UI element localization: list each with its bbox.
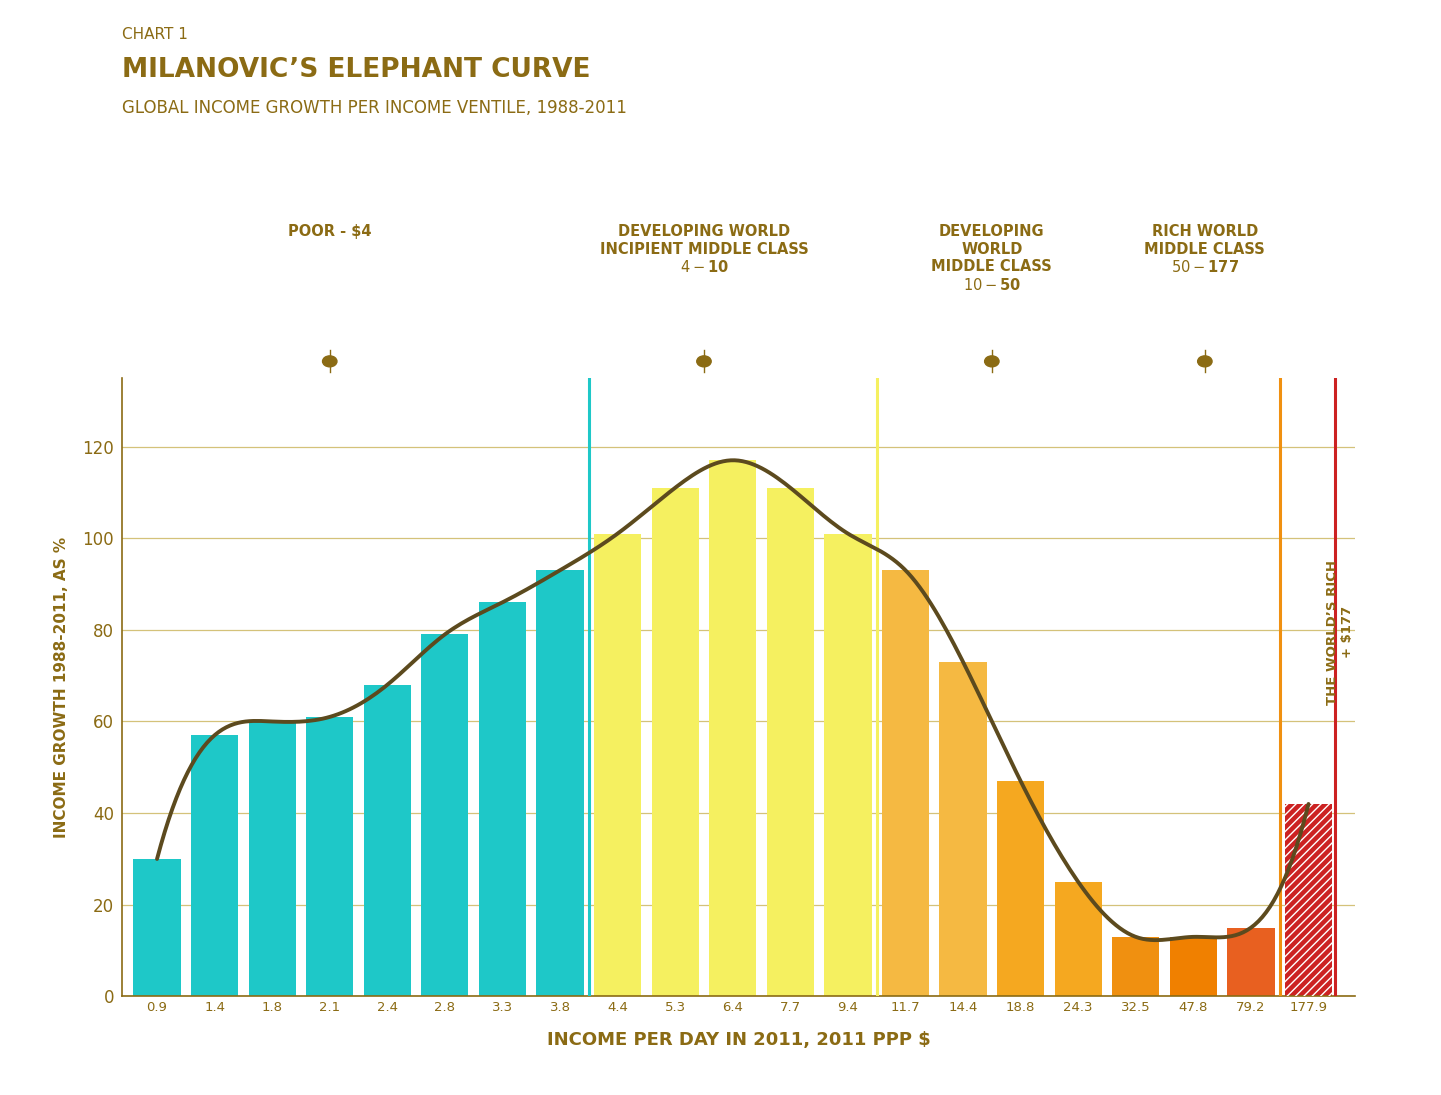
Bar [1285, 804, 1331, 996]
Bar [305, 717, 353, 996]
Bar [421, 634, 468, 996]
Y-axis label: INCOME GROWTH 1988-2011, AS %: INCOME GROWTH 1988-2011, AS % [53, 537, 69, 838]
Bar [1112, 937, 1160, 996]
Bar [767, 487, 814, 996]
Bar [997, 781, 1045, 996]
Bar [192, 735, 238, 996]
Text: POOR - $4: POOR - $4 [288, 224, 372, 240]
Bar [1228, 927, 1274, 996]
Text: DEVELOPING WORLD
INCIPIENT MIDDLE CLASS
$4 - $10: DEVELOPING WORLD INCIPIENT MIDDLE CLASS … [599, 224, 808, 276]
Bar [1285, 804, 1331, 996]
Bar [940, 661, 987, 996]
Text: GLOBAL INCOME GROWTH PER INCOME VENTILE, 1988-2011: GLOBAL INCOME GROWTH PER INCOME VENTILE,… [122, 99, 627, 116]
Text: MILANOVIC’S ELEPHANT CURVE: MILANOVIC’S ELEPHANT CURVE [122, 57, 591, 83]
Bar [824, 533, 872, 996]
Bar [478, 602, 526, 996]
Text: DEVELOPING
WORLD
MIDDLE CLASS
$10 - $50: DEVELOPING WORLD MIDDLE CLASS $10 - $50 [931, 224, 1052, 292]
Bar [536, 570, 584, 996]
Bar [651, 487, 699, 996]
Bar [1055, 881, 1102, 996]
Bar [1170, 937, 1218, 996]
Text: RICH WORLD
MIDDLE CLASS
$50 - $177: RICH WORLD MIDDLE CLASS $50 - $177 [1144, 224, 1265, 276]
Bar [709, 460, 757, 996]
Bar [248, 722, 295, 996]
Text: THE WORLD’S RICH
+ $177: THE WORLD’S RICH + $177 [1326, 560, 1355, 705]
Bar [594, 533, 641, 996]
Bar [882, 570, 929, 996]
X-axis label: INCOME PER DAY IN 2011, 2011 PPP $: INCOME PER DAY IN 2011, 2011 PPP $ [546, 1031, 931, 1049]
Text: CHART 1: CHART 1 [122, 27, 189, 43]
Bar [363, 684, 411, 996]
Bar [134, 858, 180, 996]
